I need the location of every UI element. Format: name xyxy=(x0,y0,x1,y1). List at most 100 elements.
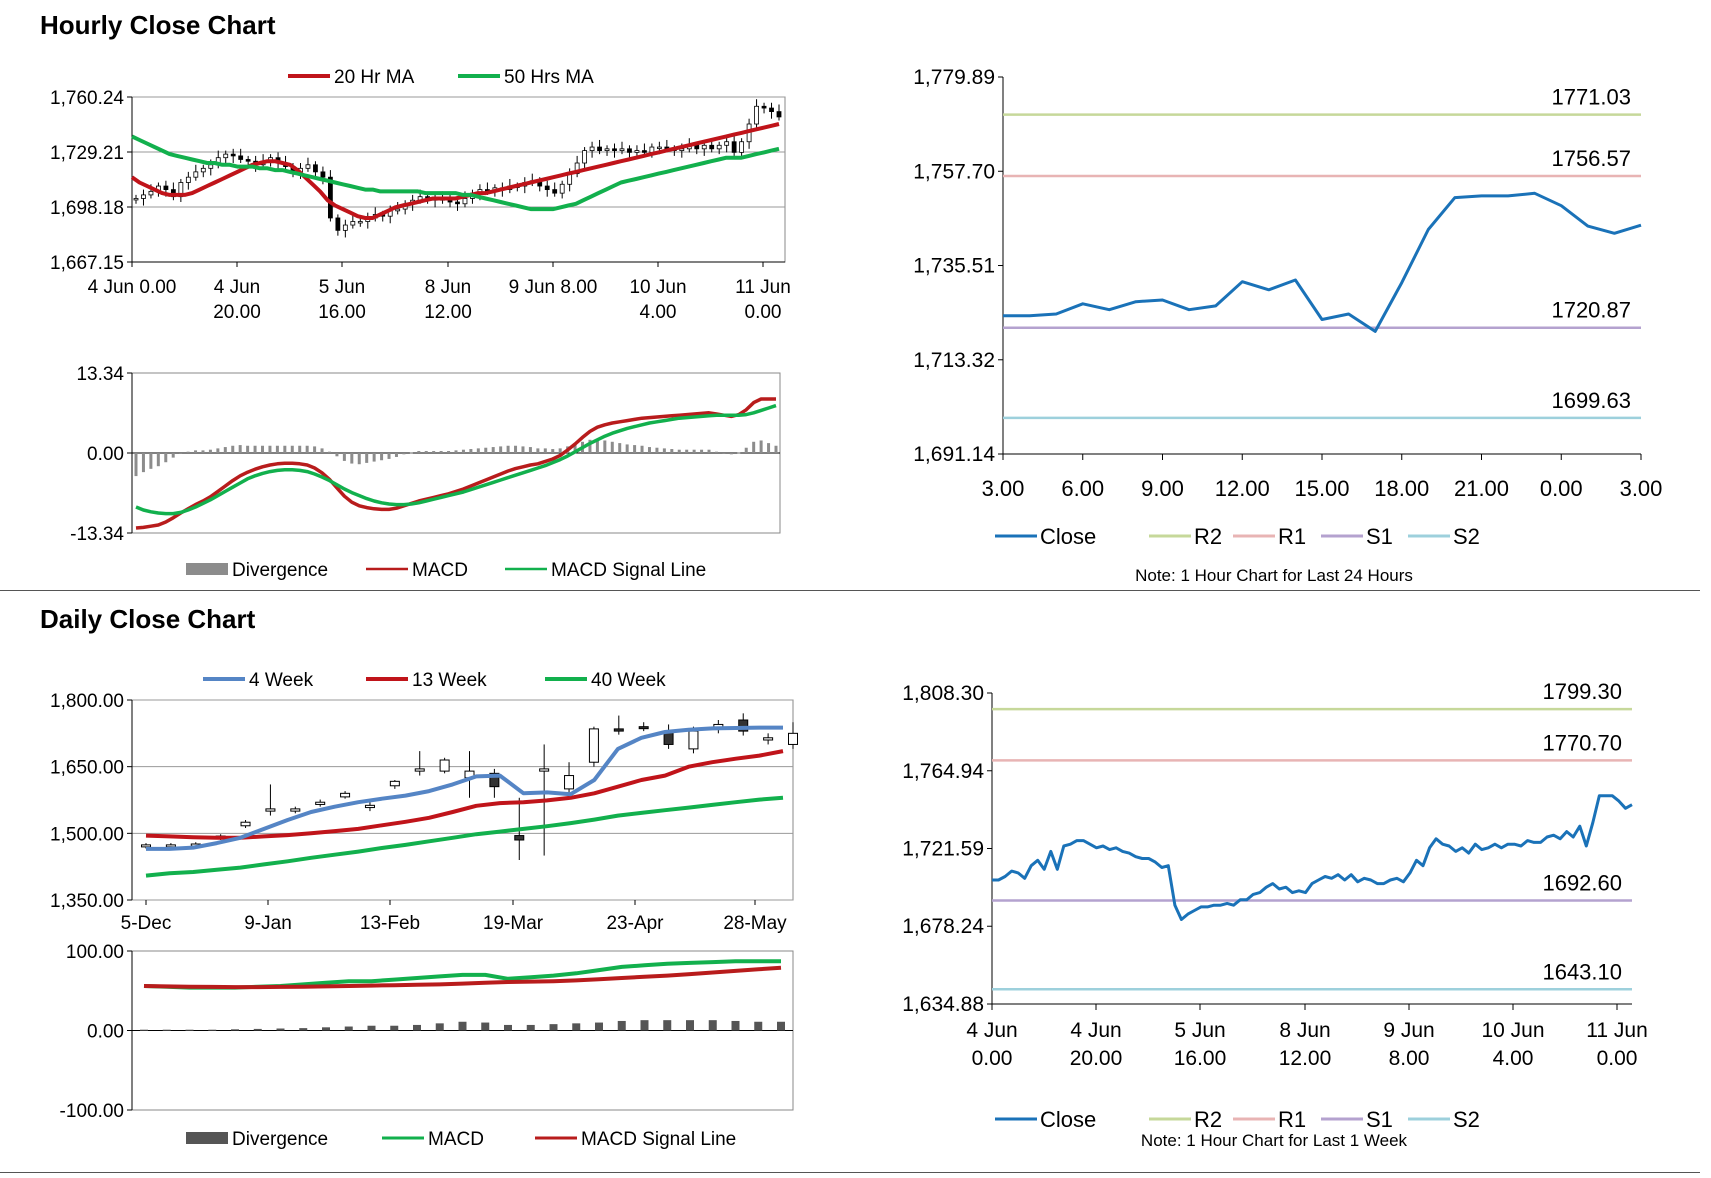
hourly-divergence-bar xyxy=(432,451,436,453)
daily-week-legend-close-label: Close xyxy=(1040,1107,1096,1132)
hourly-divergence-bar xyxy=(476,448,480,453)
daily-candles-x-tick-label: 13-Feb xyxy=(360,913,420,934)
daily-candle-body xyxy=(613,728,624,732)
hourly-legend-macd-label: MACD xyxy=(412,560,468,581)
daily-candle-body xyxy=(688,730,699,750)
hourly-divergence-bar xyxy=(647,447,651,453)
hourly-divergence-bar xyxy=(707,449,711,453)
daily-legend-macd-signal-label: MACD Signal Line xyxy=(581,1129,736,1150)
daily-divergence-bar xyxy=(640,1020,649,1031)
hourly-candle-body xyxy=(193,171,199,178)
hourly-24h-x-tick-label: 9.00 xyxy=(1141,476,1184,501)
hourly-macd-signal-line xyxy=(135,403,777,516)
hourly-divergence-bar xyxy=(223,447,227,453)
hourly-divergence-bar xyxy=(350,453,354,464)
hourly-candles-x-tick-label: 4 Jun xyxy=(214,277,260,298)
daily-week-s2-level-label: 1643.10 xyxy=(1542,959,1622,984)
hourly-divergence-bar xyxy=(261,445,265,453)
daily-week-x-tick-label: 16.00 xyxy=(1174,1047,1227,1070)
daily-candles-x-tick-label: 19-Mar xyxy=(483,913,544,934)
hourly-divergence-bar xyxy=(313,446,317,453)
hourly-divergence-bar xyxy=(543,448,547,453)
daily-divergence-bar xyxy=(435,1023,444,1031)
hourly-divergence-bar xyxy=(268,445,272,453)
daily-week-x-tick-label: 12.00 xyxy=(1279,1047,1332,1070)
hourly-divergence-bar xyxy=(149,453,153,469)
daily-divergence-bar xyxy=(731,1020,740,1031)
hourly-legend-20hr-ma-label: 20 Hr MA xyxy=(334,67,415,88)
daily-divergence-bar xyxy=(344,1026,353,1031)
hourly-divergence-bar xyxy=(469,449,473,453)
hourly-candle-body xyxy=(313,164,318,173)
daily-week-legend-s1-label: S1 xyxy=(1366,1107,1393,1132)
daily-candle-body xyxy=(638,726,649,730)
daily-week-legend-r2-label: R2 xyxy=(1194,1107,1222,1132)
hourly-candle-body xyxy=(724,141,730,146)
hourly-divergence-bar xyxy=(290,445,294,453)
hourly-candle-body xyxy=(612,148,617,151)
daily-divergence-bar xyxy=(617,1020,626,1031)
hourly-candle-body xyxy=(395,208,401,212)
hourly-divergence-bar xyxy=(558,448,562,453)
hourly-candle-body xyxy=(731,141,737,153)
hourly-divergence-bar xyxy=(774,445,778,453)
hourly-legend-macd-signal-label: MACD Signal Line xyxy=(551,560,706,581)
daily-week-r1-level-label: 1770.70 xyxy=(1542,730,1622,755)
hourly-divergence-bar xyxy=(700,449,704,453)
daily-macd-y-tick-label: 100.00 xyxy=(66,942,124,963)
daily-week-x-tick-label: 4.00 xyxy=(1493,1047,1534,1070)
hourly-24h-legend-close-label: Close xyxy=(1040,524,1096,549)
hourly-24h-x-tick-label: 15.00 xyxy=(1294,476,1349,501)
daily-divergence-bar xyxy=(208,1029,217,1031)
hourly-divergence-bar xyxy=(655,447,659,453)
hourly-divergence-bar xyxy=(372,453,376,462)
hourly-candle-body xyxy=(305,164,311,169)
hourly-divergence-bar xyxy=(194,450,198,453)
daily-divergence-bar xyxy=(572,1023,581,1031)
hourly-24h-r1-level-label: 1756.57 xyxy=(1551,146,1631,171)
hourly-candle-body xyxy=(148,190,154,196)
hourly-candles-x-tick-label: 12.00 xyxy=(424,302,472,323)
daily-candles-x-tick-label: 9-Jan xyxy=(244,913,292,934)
hourly-24h-y-tick-label: 1,757.70 xyxy=(913,160,995,183)
hourly-candle-body xyxy=(642,150,647,153)
hourly-divergence-bar xyxy=(283,445,287,453)
hourly-divergence-bar xyxy=(737,452,741,454)
hourly-candle-body xyxy=(462,198,468,205)
hourly-divergence-bar xyxy=(246,445,250,453)
daily-divergence-bar xyxy=(663,1020,672,1031)
hourly-candles-x-tick-label: 4.00 xyxy=(640,302,677,323)
daily-divergence-bar xyxy=(253,1028,262,1031)
daily-13-week-line xyxy=(145,749,784,840)
hourly-divergence-bar xyxy=(506,445,510,453)
hourly-divergence-bar xyxy=(528,447,532,453)
hourly-divergence-bar xyxy=(521,446,525,453)
hourly-candle-body xyxy=(656,146,662,149)
daily-divergence-bar xyxy=(413,1024,421,1031)
daily-divergence-bar xyxy=(481,1022,490,1031)
hourly-candle-body xyxy=(739,141,745,153)
hourly-divergence-bar xyxy=(603,440,607,453)
daily-candles-x-tick-label: 23-Apr xyxy=(606,913,664,934)
hourly-divergence-bar xyxy=(677,449,681,453)
hourly-candle-body xyxy=(544,185,550,190)
hourly-divergence-bar xyxy=(164,453,168,463)
hourly-divergence-bar xyxy=(231,445,235,453)
daily-candle-body xyxy=(364,804,375,809)
daily-candles-y-tick-label: 1,800.00 xyxy=(50,691,124,712)
daily-candle-body xyxy=(240,821,251,827)
hourly-candle-body xyxy=(582,150,588,164)
hourly-candle-body xyxy=(709,144,715,150)
hourly-candles-x-tick-label: 20.00 xyxy=(213,302,261,323)
daily-candle-body xyxy=(738,719,749,732)
hourly-candles-x-tick-label: 4 Jun 0.00 xyxy=(88,277,177,298)
hourly-divergence-bar xyxy=(208,449,212,453)
daily-divergence-bar xyxy=(231,1029,239,1031)
hourly-candle-body xyxy=(761,105,767,109)
hourly-candle-body xyxy=(342,224,348,231)
daily-divergence-bar xyxy=(777,1021,785,1031)
daily-divergence-bar xyxy=(686,1020,694,1031)
hourly-candle-body xyxy=(230,153,236,157)
hourly-candle-body xyxy=(769,107,774,113)
